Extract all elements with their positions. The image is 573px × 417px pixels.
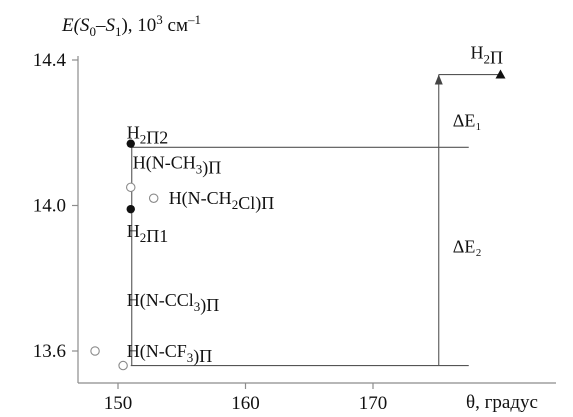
open-circle-marker (148, 193, 159, 203)
x-ticks: 150 160 170 (104, 383, 388, 414)
point-label: H2П1 (127, 221, 169, 246)
label-part: )П (200, 295, 219, 316)
label-part: H (471, 43, 484, 63)
data-markers (90, 69, 506, 371)
label-part: H(N-CH (169, 188, 232, 209)
x-tick-label: 160 (231, 393, 260, 414)
filled-circle-marker (126, 204, 135, 214)
y-tick-label: 14.0 (33, 196, 66, 217)
y-axis-title-part: ), 10 (121, 15, 156, 36)
label-sub: 3 (196, 161, 203, 176)
delta-e1-arrow-icon (434, 74, 443, 85)
point-label: H(N-CH2Cl)П (169, 188, 275, 214)
y-tick-label: 14.4 (33, 50, 67, 71)
label-part: П2 (146, 128, 168, 148)
delta-e-label: ΔE₁ (453, 111, 482, 131)
label-sub: 3 (187, 350, 194, 365)
label-part: H(N-CH (133, 152, 196, 173)
label-part: H(N-CF (127, 341, 187, 362)
label-part: П (490, 48, 503, 68)
label-sub: 3 (194, 299, 201, 314)
y-axis-title: E(S0–S1), 103 см–1 (61, 12, 201, 39)
y-axis-title-part: 1 (115, 24, 122, 39)
compound-label: H(N-CCl3)П (127, 290, 220, 316)
y-axis-title-part: E(S (61, 15, 90, 36)
energy-gap-annotations: ΔE₁ ΔE₂ (434, 74, 503, 366)
y-axis-title-part: 0 (89, 24, 96, 39)
label-part: H(N-CCl (127, 290, 194, 311)
label-part: )П (193, 346, 212, 367)
x-tick-label: 150 (104, 393, 133, 414)
label-part: П1 (146, 226, 168, 246)
point-labels: H2ПH2П2H2П1H(N-CH2Cl)ПH(N-CH3)ПH(N-CCl3)… (127, 43, 503, 367)
y-axis-title-part: –S (95, 15, 116, 36)
label-sub: 2 (232, 197, 239, 212)
label-part: H (127, 123, 140, 143)
delta-e-label: ΔE₂ (453, 236, 482, 256)
compound-label: H(N-CF3)П (127, 341, 213, 367)
x-tick-label: 170 (359, 393, 388, 414)
triangle-marker (495, 69, 506, 79)
label-sub: 2 (140, 230, 147, 245)
label-part: )П (202, 157, 221, 178)
y-axis-title-part: 3 (156, 12, 163, 27)
point-label: H2П (471, 43, 504, 68)
y-ticks: 13.6 14.0 14.4 (33, 50, 78, 362)
point-label: H2П2 (127, 123, 169, 148)
open-circle-marker (118, 360, 128, 371)
y-tick-label: 13.6 (33, 341, 66, 362)
label-part: H (127, 221, 140, 241)
compound-label: H(N-CH3)П (133, 152, 222, 178)
label-part: Cl)П (238, 193, 274, 214)
label-sub: 2 (140, 132, 147, 147)
y-axis-title-part: см (163, 15, 188, 36)
open-circle-marker (90, 346, 100, 356)
filled-circle-marker (126, 139, 135, 148)
x-axis-title: θ, градус (466, 392, 538, 413)
label-sub: 2 (484, 52, 491, 67)
open-circle-marker (126, 182, 136, 193)
y-axis-title-part: –1 (187, 12, 201, 27)
